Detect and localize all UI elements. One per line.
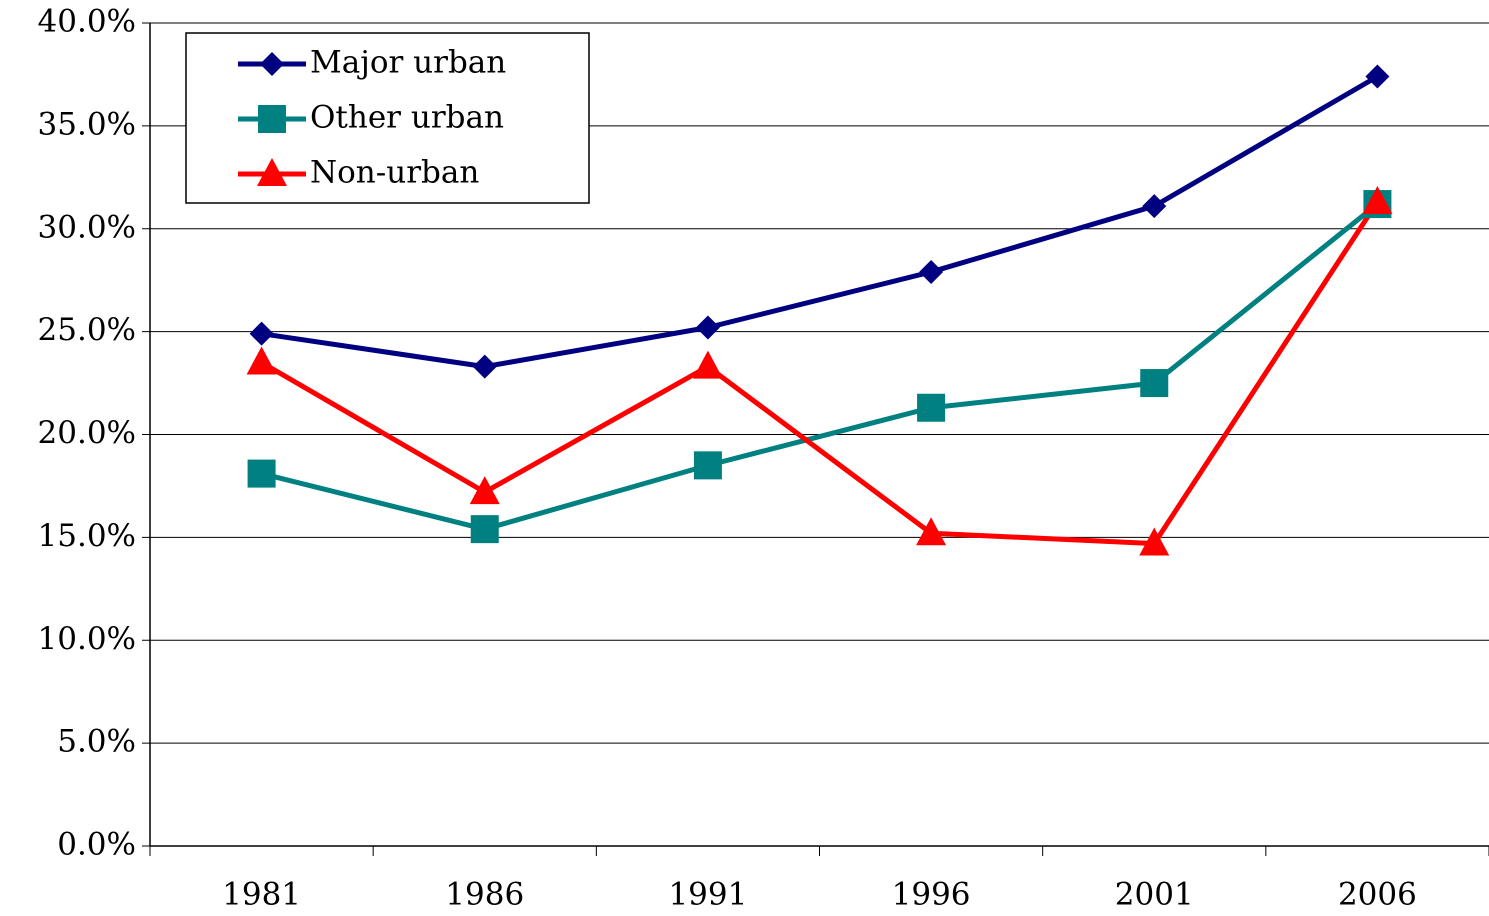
data-point	[1140, 369, 1169, 398]
y-tick-label: 30.0%	[38, 209, 136, 245]
y-tick-label: 35.0%	[38, 106, 136, 142]
data-point	[695, 315, 720, 340]
x-tick-label: 1991	[668, 877, 747, 913]
x-tick-label: 1981	[222, 877, 301, 913]
data-point	[246, 346, 277, 375]
y-tick-label: 15.0%	[38, 518, 136, 554]
data-point	[1142, 194, 1167, 219]
data-point	[472, 354, 497, 379]
x-tick-label: 2001	[1115, 877, 1194, 913]
data-point	[692, 350, 723, 379]
data-point	[247, 459, 276, 488]
legend-label: Major urban	[310, 45, 506, 81]
legend-label: Non-urban	[310, 155, 479, 191]
data-point	[916, 517, 947, 546]
y-tick-label: 10.0%	[38, 621, 136, 657]
legend-label: Other urban	[310, 100, 504, 136]
y-tick-label: 5.0%	[57, 724, 136, 760]
series-line	[261, 74, 1379, 370]
x-tick-label: 1986	[445, 877, 524, 913]
legend-marker	[260, 52, 284, 76]
data-point	[249, 321, 274, 346]
x-tick-label: 1996	[892, 877, 971, 913]
y-tick-label: 20.0%	[38, 415, 136, 451]
y-tick-label: 25.0%	[38, 312, 136, 348]
legend-marker	[258, 105, 286, 133]
series-line	[260, 200, 1380, 547]
y-tick-label: 0.0%	[57, 827, 136, 863]
data-point	[917, 393, 946, 422]
data-point	[469, 476, 500, 505]
data-point	[1365, 64, 1390, 89]
y-tick-label: 40.0%	[38, 4, 136, 40]
data-point	[1362, 186, 1393, 215]
data-point	[693, 451, 722, 480]
legend-marker	[257, 158, 287, 186]
data-point	[470, 515, 499, 544]
series-line	[260, 202, 1379, 532]
data-point	[1139, 527, 1170, 556]
x-tick-label: 2006	[1338, 877, 1417, 913]
data-point	[919, 259, 944, 284]
